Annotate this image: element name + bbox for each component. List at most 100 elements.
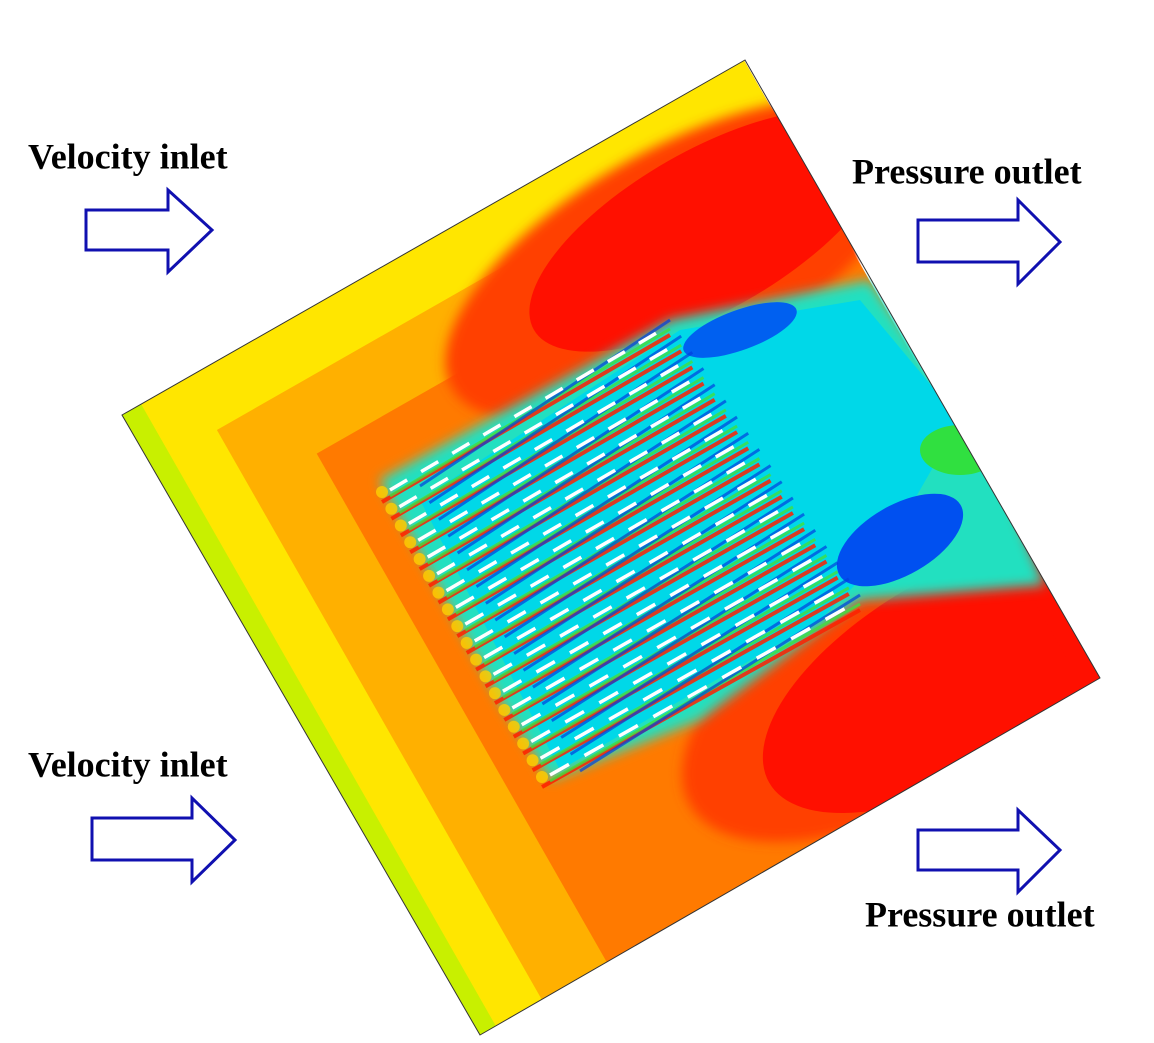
stripe: [503, 543, 817, 722]
panel: [554, 693, 576, 707]
panel: [470, 474, 491, 489]
panel: [725, 529, 746, 543]
panel: [736, 545, 757, 559]
panel: [532, 506, 552, 520]
panel: [545, 676, 566, 691]
panel: [693, 480, 713, 494]
panel: [628, 450, 649, 464]
stripe: [475, 495, 783, 672]
panel: [544, 386, 564, 400]
boundary-label: Pressure outlet: [852, 151, 1082, 191]
stagnation: [423, 569, 436, 582]
panel: [608, 707, 629, 722]
panel: [584, 520, 605, 534]
wake-vortex: [836, 493, 964, 587]
stripe: [380, 333, 672, 504]
wake-core: [420, 300, 960, 770]
panel: [747, 493, 768, 508]
panel: [583, 743, 605, 758]
stripe: [541, 529, 817, 706]
stagnation: [498, 703, 511, 716]
panel: [724, 597, 745, 611]
panel: [682, 463, 703, 478]
panel: [588, 674, 609, 688]
panel: [513, 405, 533, 419]
panel-array: [376, 318, 861, 789]
panel: [652, 704, 674, 719]
contour-field: [122, 60, 1100, 1035]
panel: [535, 660, 556, 674]
stripe: [579, 593, 861, 773]
stagnation: [536, 771, 548, 783]
panel: [617, 501, 638, 515]
outlet-arrow: [916, 196, 1063, 288]
panel: [646, 619, 667, 633]
inlet-arrow: [90, 794, 238, 886]
panel: [565, 419, 585, 433]
panel: [649, 482, 670, 497]
panel: [660, 431, 681, 445]
panel: [429, 476, 449, 490]
panel: [449, 510, 469, 524]
panel: [612, 638, 633, 652]
stripe: [446, 446, 750, 622]
stripe: [513, 480, 783, 655]
panel: [539, 746, 561, 760]
stripe: [456, 383, 716, 555]
panel: [436, 562, 456, 576]
panel: [510, 541, 530, 555]
panel: [642, 687, 664, 702]
panel: [625, 586, 646, 600]
panel: [490, 508, 510, 522]
panel: [690, 616, 711, 630]
panel: [506, 610, 527, 624]
panel: [522, 489, 542, 503]
stripe: [418, 397, 716, 571]
stagnation: [404, 536, 417, 549]
panel: [635, 602, 657, 617]
panel: [578, 657, 600, 672]
panel: [658, 567, 680, 581]
stagnation: [451, 620, 464, 633]
domain-border: [121, 59, 1101, 1036]
panel: [747, 561, 768, 576]
panel: [755, 646, 777, 660]
stripe: [485, 431, 750, 605]
stripe: [475, 415, 738, 588]
panel: [530, 729, 551, 743]
stripe: [465, 478, 772, 655]
panel: [648, 550, 669, 565]
panel: [670, 380, 691, 394]
panel: [660, 499, 681, 513]
stripe: [409, 381, 705, 555]
panel: [516, 626, 537, 641]
panel: [439, 493, 459, 507]
panel: [679, 599, 701, 614]
panel: [461, 458, 481, 472]
panel: [681, 531, 702, 546]
panel: [596, 401, 617, 415]
stripe: [447, 367, 705, 538]
panel: [420, 460, 440, 474]
stagnation: [441, 603, 454, 616]
panel: [542, 522, 562, 536]
panel: [497, 593, 517, 607]
stripe: [503, 464, 772, 639]
panel: [575, 368, 595, 382]
panel: [483, 645, 504, 660]
stagnation: [470, 653, 483, 666]
stagnation: [385, 502, 398, 515]
panel: [700, 632, 722, 647]
panel: [703, 496, 724, 510]
panel: [618, 723, 639, 738]
panel: [638, 534, 659, 548]
panel: [482, 423, 502, 437]
inlet-arrow: [84, 186, 215, 276]
panel: [596, 468, 617, 483]
panel: [757, 577, 779, 592]
panel: [487, 576, 508, 591]
panel: [519, 557, 540, 572]
panel: [458, 526, 478, 540]
panel: [702, 564, 723, 578]
